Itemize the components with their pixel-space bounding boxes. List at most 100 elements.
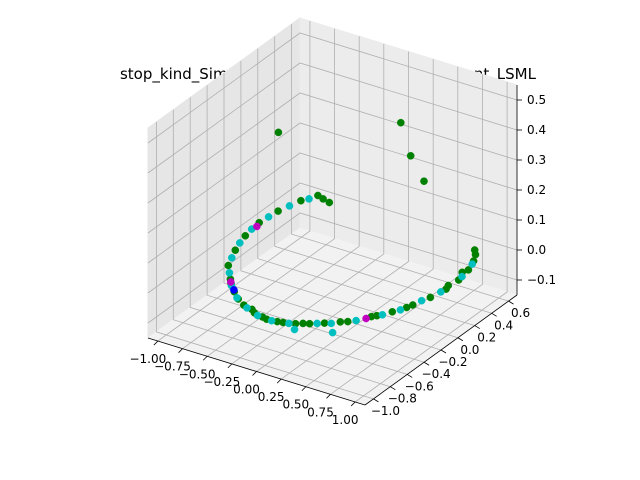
data-point <box>396 306 405 314</box>
x-tick-label: −0.50 <box>179 367 216 381</box>
x-tick-label: 0.25 <box>258 390 285 404</box>
gridline-y <box>291 24 509 302</box>
z-tick-label: 0.2 <box>527 183 546 197</box>
gridline-y <box>223 73 442 351</box>
x-tick-mark <box>227 363 233 369</box>
data-point <box>417 296 426 305</box>
gridline-x <box>182 28 335 350</box>
data-point <box>420 177 428 185</box>
x-tick-label: 0.00 <box>233 383 260 397</box>
data-point <box>285 202 294 210</box>
data-point <box>362 314 370 323</box>
y-tick-mark <box>457 337 464 342</box>
data-point <box>378 310 387 319</box>
data-point <box>305 195 313 203</box>
data-point <box>290 325 299 334</box>
x-tick-label: 0.75 <box>307 405 334 419</box>
x-tick-mark <box>350 401 356 407</box>
data-point <box>253 311 262 320</box>
data-point <box>264 213 273 221</box>
x-tick-label: 0.50 <box>282 398 309 412</box>
z-tick-label: 0.4 <box>527 123 546 137</box>
gridline-z <box>147 122 518 234</box>
y-tick-label: −0.8 <box>388 392 417 406</box>
data-point <box>253 222 261 231</box>
x-tick-mark <box>326 394 331 399</box>
data-point <box>436 288 445 296</box>
data-point <box>297 196 305 205</box>
y-tick-mark <box>508 300 514 305</box>
gridline-y <box>274 36 492 314</box>
gridlines <box>147 21 518 403</box>
gridline-z <box>147 62 518 174</box>
y-tick-mark <box>407 374 413 378</box>
data-point <box>274 207 282 215</box>
data-point <box>426 293 435 302</box>
data-point <box>470 246 479 254</box>
gridline-z <box>147 32 518 144</box>
x-tick-label: −1.00 <box>129 352 166 366</box>
tick-labels: −1.00−0.75−0.50−0.250.000.250.500.751.00… <box>129 93 556 427</box>
data-point <box>241 231 250 240</box>
data-point <box>225 268 234 277</box>
y-tick-label: −0.2 <box>438 355 467 369</box>
gridline-y <box>172 109 391 388</box>
gridline-z <box>147 212 518 324</box>
y-tick-label: −1.0 <box>371 404 400 418</box>
x-tick-mark <box>301 386 307 392</box>
y-tick-label: −0.4 <box>422 367 451 381</box>
gridline-y <box>257 48 475 326</box>
data-point <box>444 281 453 290</box>
data-point <box>396 118 405 127</box>
data-point <box>243 304 251 312</box>
data-point <box>285 319 293 328</box>
gridline-x <box>231 43 385 365</box>
data-point <box>468 260 477 268</box>
data-point <box>226 278 235 286</box>
z-tick-label: 0.5 <box>527 93 546 107</box>
data-point <box>233 293 241 302</box>
data-point <box>230 286 238 294</box>
z-tick-label: −0.1 <box>527 273 556 287</box>
data-point <box>325 198 334 207</box>
gridline-y <box>155 121 374 400</box>
y-tick-mark <box>373 398 379 403</box>
data-point <box>235 239 244 247</box>
x-tick-mark <box>276 378 282 384</box>
x-tick-label: −0.25 <box>203 375 240 389</box>
data-point <box>328 328 337 337</box>
y-tick-mark <box>390 386 396 391</box>
gridline-x <box>330 74 483 395</box>
y-tick-label: 0.6 <box>511 306 530 320</box>
gridline-z <box>147 92 518 204</box>
y-tick-mark <box>474 325 480 329</box>
axis-lines <box>147 85 522 407</box>
gridline-z <box>147 152 518 264</box>
data-point <box>313 319 321 328</box>
data-point <box>343 317 352 326</box>
z-tick-label: 0.3 <box>527 153 546 167</box>
data-point <box>305 319 314 328</box>
data-point <box>274 128 283 137</box>
data-point <box>299 319 307 328</box>
x-tick-label: 1.00 <box>332 413 359 427</box>
gridline-x <box>280 59 434 380</box>
gridline-z <box>147 182 518 294</box>
data-point <box>231 246 240 254</box>
data-point <box>327 319 336 328</box>
y-tick-mark <box>491 312 497 317</box>
data-point <box>319 195 327 203</box>
data-point <box>267 316 276 325</box>
z-tick-label: 0.0 <box>527 243 546 257</box>
y-tick-label: 0.2 <box>477 331 496 345</box>
gridline-y <box>189 97 408 375</box>
y-tick-mark <box>440 349 447 354</box>
gridline-x <box>354 82 508 403</box>
y-tick-label: −0.6 <box>405 379 434 393</box>
data-point <box>458 272 466 281</box>
data-point <box>352 316 360 325</box>
data-point <box>227 253 236 262</box>
data-point <box>320 319 329 327</box>
gridline-y <box>206 85 425 363</box>
